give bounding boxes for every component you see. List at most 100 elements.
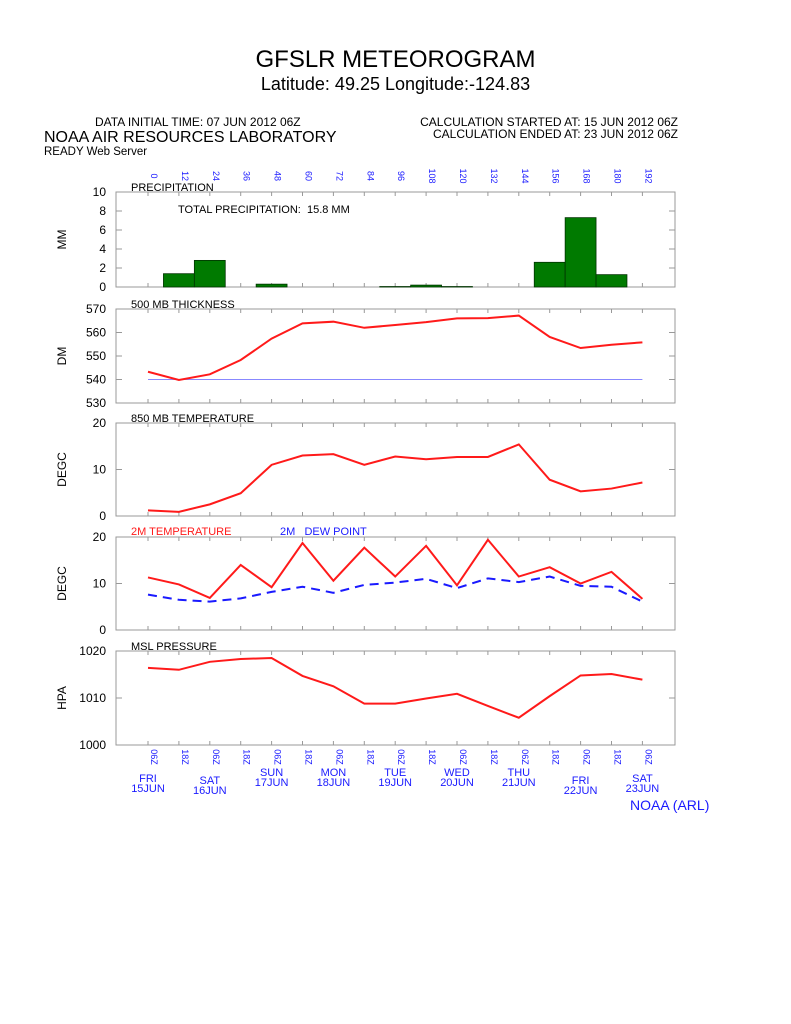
panel-title: PRECIPITATION: [131, 182, 214, 194]
time-label: 18Z: [551, 749, 561, 765]
day-label: FRI: [572, 775, 590, 787]
forecast-hour-label: 48: [273, 171, 283, 181]
precip-bar: [255, 283, 288, 288]
forecast-hour-label: 108: [427, 168, 437, 183]
precip-bar: [379, 286, 412, 288]
forecast-hour-label: 180: [613, 168, 623, 183]
panel-title: 500 MB THICKNESS: [131, 299, 235, 311]
panel-frame: [115, 536, 676, 631]
y-tick-label: 0: [99, 623, 106, 637]
y-tick-label: 570: [86, 302, 106, 316]
panel-1: 0 2 4 6 8 10 MM PRECIPITATION TOTAL PRECIPITATIO…: [55, 182, 676, 294]
series-line: [147, 657, 643, 719]
y-axis-label: MM: [55, 230, 69, 250]
y-tick-label: 560: [86, 326, 106, 340]
series-line: [147, 314, 643, 381]
precip-bar: [163, 273, 195, 288]
date-label: 23JUN: [626, 783, 660, 795]
panel-2: 530 540 550 560 570 DM 500 MB THICKNESS: [55, 299, 676, 410]
time-label: 18Z: [180, 749, 190, 765]
forecast-hour-label: 144: [520, 168, 530, 183]
y-tick-label: 8: [99, 204, 106, 218]
time-label: 18Z: [242, 749, 252, 765]
y-tick-label: 4: [99, 242, 106, 256]
date-label: 22JUN: [564, 785, 598, 797]
calc-ended-text: CALCULATION ENDED AT: 23 JUN 2012 06Z: [433, 127, 678, 141]
day-label: TUE: [384, 767, 406, 779]
date-label: 17JUN: [255, 777, 289, 789]
panel-title: MSL PRESSURE: [131, 641, 217, 653]
initial-time-text: DATA INITIAL TIME: 07 JUN 2012 06Z: [95, 115, 301, 129]
precip-bar: [193, 259, 226, 288]
time-label: 06Z: [520, 749, 530, 765]
date-label: 19JUN: [378, 777, 412, 789]
panel-3: 0 10 20 DEGC 850 MB TEMPERATURE: [55, 413, 676, 523]
panel-4: 0 10 20 DEGC 2M TEMPERATURE 2M DEW POINT: [55, 526, 676, 637]
time-label: 18Z: [613, 749, 623, 765]
organization-text: NOAA AIR RESOURCES LABORATORY: [44, 129, 337, 146]
chart-title: GFSLR METEOROGRAM: [255, 46, 536, 73]
time-label: 18Z: [427, 749, 437, 765]
panel-title: 850 MB TEMPERATURE: [131, 413, 254, 425]
forecast-hour-label: 0: [149, 173, 159, 178]
precip-bar: [533, 261, 566, 288]
chart-subtitle: Latitude: 49.25 Longitude:-124.83: [260, 74, 531, 94]
day-label: SUN: [260, 767, 283, 779]
y-axis-label: DEGC: [55, 452, 69, 487]
y-tick-label: 540: [86, 373, 106, 387]
y-axis-label: HPA: [55, 686, 69, 710]
time-label: 18Z: [489, 749, 499, 765]
y-tick-label: 20: [93, 530, 107, 544]
day-label: SAT: [200, 775, 221, 787]
y-tick-label: 1020: [79, 644, 106, 658]
y-axis-label: DEGC: [55, 566, 69, 601]
forecast-hour-label: 120: [458, 168, 468, 183]
forecast-hour-label: 168: [582, 168, 592, 183]
panel-5: 1000 1010 1020 HPA MSL PRESSURE: [55, 641, 676, 752]
y-tick-label: 10: [93, 463, 107, 477]
day-label: SAT: [632, 773, 653, 785]
forecast-hour-label: 60: [304, 171, 314, 181]
time-label: 06Z: [582, 749, 592, 765]
date-label: 16JUN: [193, 785, 227, 797]
precip-bar: [410, 284, 442, 288]
series-line: [147, 538, 644, 600]
time-label: 06Z: [334, 749, 344, 765]
day-label: THU: [507, 767, 530, 779]
day-label: MON: [321, 767, 347, 779]
time-label: 18Z: [304, 749, 314, 765]
server-text: READY Web Server: [44, 146, 148, 158]
time-label: 06Z: [211, 749, 221, 765]
legend-entry: 2M DEW POINT: [280, 526, 367, 538]
forecast-hour-label: 192: [643, 168, 653, 183]
forecast-hour-label: 12: [180, 171, 190, 181]
day-label: FRI: [139, 773, 157, 785]
precip-bar: [564, 217, 597, 288]
forecast-hour-label: 36: [242, 171, 252, 181]
date-label: 18JUN: [317, 777, 351, 789]
series-line: [147, 443, 643, 513]
time-label: 06Z: [458, 749, 468, 765]
precip-bar: [441, 286, 473, 288]
forecast-hour-label: 156: [551, 168, 561, 183]
forecast-hour-label: 84: [365, 171, 375, 181]
time-label: 06Z: [643, 749, 653, 765]
y-tick-label: 0: [99, 280, 106, 294]
calc-started-text: CALCULATION STARTED AT: 15 JUN 2012 06Z: [420, 115, 678, 129]
forecast-hour-label: 96: [396, 171, 406, 181]
forecast-hour-label: 132: [489, 168, 499, 183]
y-tick-label: 2: [99, 261, 106, 275]
time-label: 06Z: [273, 749, 283, 765]
series-line: [147, 575, 643, 603]
date-label: 15JUN: [131, 783, 165, 795]
precip-total-annotation: TOTAL PRECIPITATION: 15.8 MM: [178, 204, 350, 216]
y-tick-label: 0: [99, 509, 106, 523]
forecast-hour-label: 24: [211, 171, 221, 181]
panel-frame: [115, 308, 676, 404]
forecast-hour-label: 72: [334, 171, 344, 181]
time-label: 06Z: [149, 749, 159, 765]
y-axis-label: DM: [55, 347, 69, 366]
date-label: 20JUN: [440, 777, 474, 789]
panel-frame: [115, 422, 676, 517]
